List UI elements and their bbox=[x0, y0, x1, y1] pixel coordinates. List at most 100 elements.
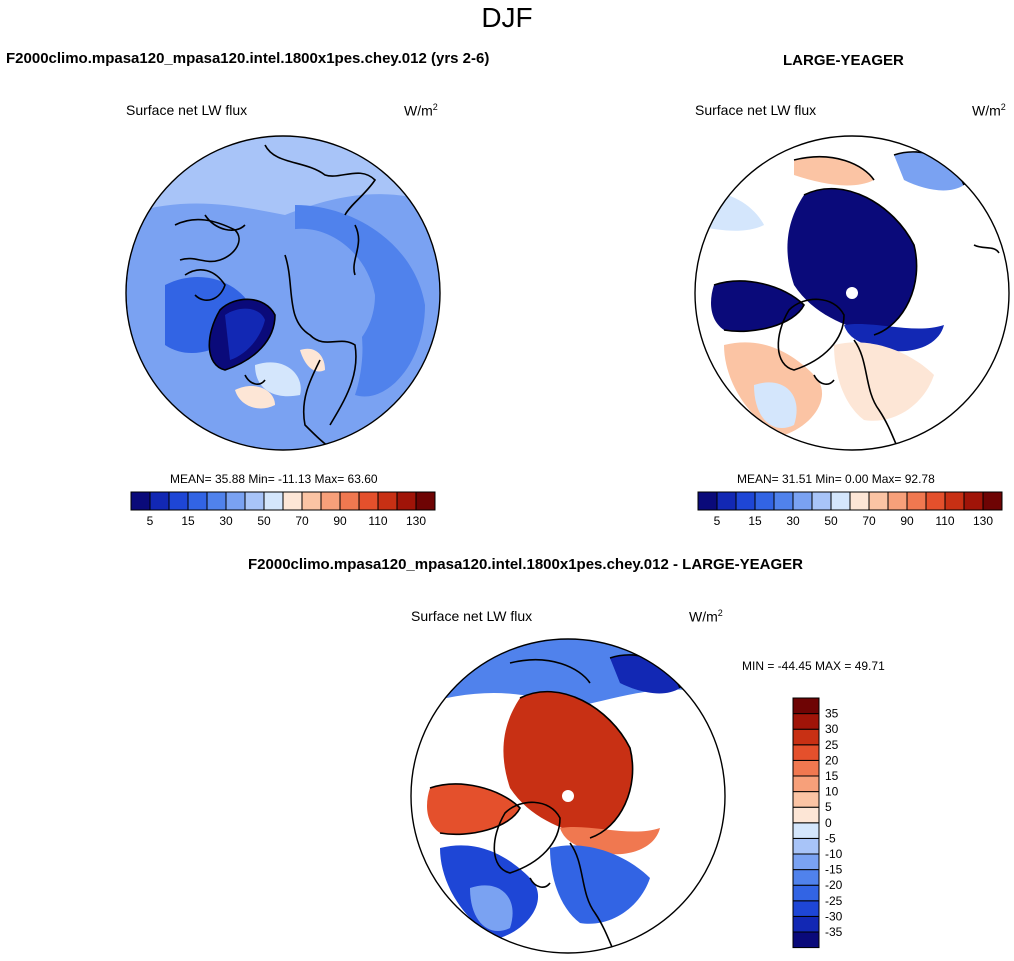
colorbar-tick-label: 30 bbox=[825, 722, 839, 736]
colorbar-tick-label: 110 bbox=[935, 514, 954, 528]
map-panel3 bbox=[410, 638, 726, 954]
colorbar-swatch bbox=[754, 491, 775, 511]
colorbar-tick-label: 10 bbox=[825, 785, 839, 799]
pole-marker bbox=[562, 790, 574, 802]
map-boundary bbox=[694, 135, 1010, 451]
colorbar-swatch bbox=[792, 931, 820, 949]
colorbar-tick-label: 0 bbox=[825, 816, 832, 830]
colorbar-swatch bbox=[925, 491, 946, 511]
colorbar-swatch bbox=[339, 491, 360, 511]
colorbar-tick-label: 5 bbox=[825, 800, 832, 814]
colorbar-swatch bbox=[792, 837, 820, 855]
colorbar-swatch bbox=[811, 491, 832, 511]
colorbar-swatch bbox=[792, 915, 820, 933]
field-subpolar bbox=[754, 382, 797, 429]
colorbar-tick-label: -25 bbox=[825, 894, 843, 908]
colorbar-tick-label: 70 bbox=[862, 514, 876, 528]
colorbar-tick-label: 15 bbox=[181, 514, 195, 528]
panel1-stats: MEAN= 35.88 Min= -11.13 Max= 63.60 bbox=[170, 472, 378, 486]
colorbar-swatch bbox=[396, 491, 417, 511]
colorbar-tick-label: 15 bbox=[748, 514, 762, 528]
colorbar-swatch bbox=[963, 491, 984, 511]
colorbar-swatch bbox=[320, 491, 341, 511]
field-subpolar-cool bbox=[470, 885, 513, 932]
colorbar-swatch bbox=[849, 491, 870, 511]
colorbar-swatch bbox=[792, 775, 820, 793]
panel2-stats: MEAN= 31.51 Min= 0.00 Max= 92.78 bbox=[737, 472, 935, 486]
colorbar-tick-label: 50 bbox=[257, 514, 271, 528]
colorbar-swatch bbox=[868, 491, 889, 511]
colorbar-swatch bbox=[792, 697, 820, 715]
panel3-title: F2000climo.mpasa120_mpasa120.intel.1800x… bbox=[248, 556, 804, 573]
panel2-title: LARGE-YEAGER bbox=[783, 52, 904, 69]
colorbar-tick-label: 15 bbox=[825, 769, 839, 783]
colorbar-swatch bbox=[792, 869, 820, 886]
colorbar-tick-label: 5 bbox=[714, 514, 721, 528]
colorbar-swatch bbox=[792, 822, 820, 839]
colorbar-swatch bbox=[887, 491, 908, 511]
colorbar-swatch bbox=[792, 791, 820, 808]
coastlines bbox=[713, 151, 1000, 450]
colorbar-swatch bbox=[773, 491, 794, 511]
colorbar-swatch bbox=[697, 491, 718, 511]
panel3-units: W/m2 bbox=[689, 608, 723, 625]
colorbar-swatch bbox=[149, 491, 170, 511]
colorbar-swatch bbox=[263, 491, 284, 511]
map-panel2 bbox=[694, 135, 1010, 451]
colorbar-swatch bbox=[206, 491, 227, 511]
panel3-stats: MIN = -44.45 MAX = 49.71 bbox=[742, 659, 885, 673]
pole-marker bbox=[846, 287, 858, 299]
field-atlantic-light bbox=[255, 362, 301, 397]
colorbar-tick-label: -5 bbox=[825, 831, 836, 845]
colorbar-tick-label: 90 bbox=[333, 514, 347, 528]
colorbar-tick-label: 110 bbox=[368, 514, 387, 528]
field-pacific-warm bbox=[794, 156, 874, 186]
colorbar-swatch bbox=[358, 491, 379, 511]
colorbar-swatch bbox=[792, 713, 820, 730]
colorbar-swatch bbox=[792, 728, 820, 746]
field-norway-warm bbox=[300, 348, 325, 372]
colorbar-swatch bbox=[225, 491, 246, 511]
panel1-units: W/m2 bbox=[404, 102, 438, 119]
field-norwegian-sea bbox=[834, 342, 934, 421]
colorbar-swatch bbox=[130, 491, 151, 511]
colorbar-swatch bbox=[792, 884, 820, 902]
field-arctic-ocean bbox=[787, 188, 917, 335]
figure-title: DJF bbox=[481, 2, 533, 33]
field-central bbox=[273, 228, 375, 357]
colorbar-tick-label: -20 bbox=[825, 878, 843, 892]
panel2-variable-label: Surface net LW flux bbox=[695, 102, 817, 118]
colorbar-swatch bbox=[415, 491, 436, 511]
field-atlantic-warm bbox=[235, 385, 275, 409]
colorbar-tick-label: 5 bbox=[147, 514, 154, 528]
colorbar-tick-label: 50 bbox=[824, 514, 838, 528]
map-boundary bbox=[125, 135, 441, 451]
map-boundary bbox=[410, 638, 726, 954]
colorbar-swatch bbox=[792, 744, 820, 761]
colorbar-tick-label: 30 bbox=[786, 514, 800, 528]
field-bering bbox=[894, 151, 964, 191]
colorbar-swatch bbox=[244, 491, 265, 511]
panel1-title: F2000climo.mpasa120_mpasa120.intel.1800x… bbox=[6, 50, 490, 67]
colorbar-tick-label: 70 bbox=[295, 514, 309, 528]
field-norwegian-cool bbox=[550, 845, 650, 924]
colorbar-tick-label: 90 bbox=[900, 514, 914, 528]
colorbar-swatch bbox=[906, 491, 927, 511]
colorbar-swatch bbox=[187, 491, 208, 511]
map-panel1 bbox=[125, 135, 441, 451]
field-canadian-arch bbox=[427, 784, 520, 835]
colorbar-swatch bbox=[301, 491, 322, 511]
colorbar-tick-label: 20 bbox=[825, 753, 839, 767]
colorbar-swatch bbox=[735, 491, 756, 511]
colorbar-tick-label: 35 bbox=[825, 707, 839, 721]
panel1-variable-label: Surface net LW flux bbox=[126, 102, 248, 118]
colorbar-tick-label: 30 bbox=[219, 514, 233, 528]
colorbar-tick-label: -15 bbox=[825, 863, 843, 877]
colorbar-swatch bbox=[792, 853, 820, 871]
colorbar-swatch bbox=[982, 491, 1003, 511]
colorbar-swatch bbox=[792, 491, 813, 511]
coastlines bbox=[174, 144, 377, 450]
colorbar-tick-label: 25 bbox=[825, 738, 839, 752]
field-greenland-core bbox=[225, 308, 265, 360]
